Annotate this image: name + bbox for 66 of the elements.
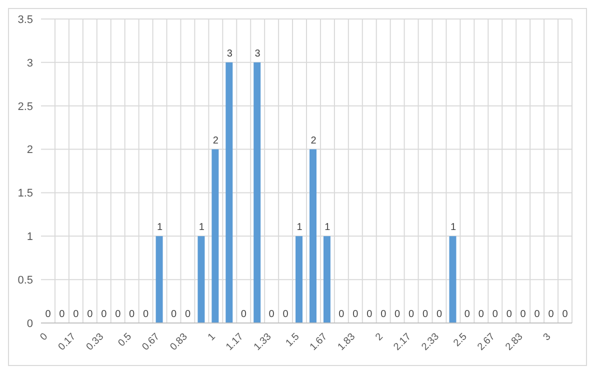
data-label: 0 xyxy=(338,309,345,320)
data-label: 3 xyxy=(226,48,233,60)
data-label: 0 xyxy=(45,309,52,320)
x-tick-label: 0 xyxy=(38,331,50,344)
y-tick-label: 3 xyxy=(26,57,33,70)
y-tick-label: 2.5 xyxy=(18,100,33,113)
data-label: 0 xyxy=(422,309,428,320)
x-tick-label: 1 xyxy=(206,331,218,344)
data-label: 2 xyxy=(310,135,317,146)
data-label: 0 xyxy=(520,309,526,320)
bar xyxy=(449,236,456,323)
data-label: 1 xyxy=(156,222,163,234)
data-label: 0 xyxy=(548,309,554,320)
data-label: 0 xyxy=(170,309,177,320)
data-label: 1 xyxy=(296,222,303,234)
data-label: 0 xyxy=(464,309,470,320)
bar xyxy=(198,236,205,323)
y-tick-label: 1.5 xyxy=(18,188,33,200)
bar xyxy=(156,236,163,323)
data-label: 0 xyxy=(394,309,401,320)
data-label: 0 xyxy=(366,309,373,320)
x-tick-label: 0.17 xyxy=(56,331,78,353)
bar xyxy=(323,236,330,323)
y-tick-label: 3.5 xyxy=(18,14,33,26)
data-label: 0 xyxy=(408,309,415,320)
y-tick-label: 0 xyxy=(26,318,33,330)
data-label: 0 xyxy=(184,309,191,320)
data-label: 0 xyxy=(562,309,568,320)
y-tick-label: 0.5 xyxy=(18,274,33,286)
data-label: 0 xyxy=(492,309,498,320)
x-tick-label: 3 xyxy=(541,331,554,344)
x-tick-label: 0.33 xyxy=(84,331,106,353)
data-label: 1 xyxy=(324,222,331,234)
x-tick-label: 2 xyxy=(374,331,386,344)
data-label: 0 xyxy=(436,309,442,320)
x-tick-label: 0.83 xyxy=(168,331,190,353)
data-label: 0 xyxy=(101,309,108,320)
x-tick-label: 1.5 xyxy=(284,331,302,349)
bar xyxy=(226,62,233,323)
bar xyxy=(254,62,261,323)
data-label: 0 xyxy=(115,309,122,320)
data-label: 0 xyxy=(129,309,136,320)
x-tick-label: 2.5 xyxy=(452,331,470,349)
data-label: 1 xyxy=(198,222,205,234)
data-label: 0 xyxy=(73,309,80,320)
bar xyxy=(296,236,303,323)
data-label: 0 xyxy=(478,309,484,320)
data-label: 0 xyxy=(352,309,359,320)
x-tick-label: 0.67 xyxy=(140,331,162,353)
data-label: 0 xyxy=(59,309,66,320)
data-label: 0 xyxy=(534,309,540,320)
data-label: 2 xyxy=(212,135,219,146)
y-tick-label: 2 xyxy=(26,144,33,156)
bar xyxy=(310,149,316,323)
data-label: 0 xyxy=(240,309,247,320)
bar xyxy=(212,149,219,323)
y-tick-label: 1 xyxy=(26,231,33,244)
data-label: 0 xyxy=(380,309,387,320)
data-label: 0 xyxy=(87,309,94,320)
data-label: 0 xyxy=(143,309,150,320)
data-label: 1 xyxy=(450,222,456,234)
data-label: 0 xyxy=(282,309,289,320)
data-label: 0 xyxy=(506,309,512,320)
x-tick-label: 0.5 xyxy=(116,331,134,349)
data-label: 0 xyxy=(268,309,275,320)
data-label: 3 xyxy=(254,48,261,60)
